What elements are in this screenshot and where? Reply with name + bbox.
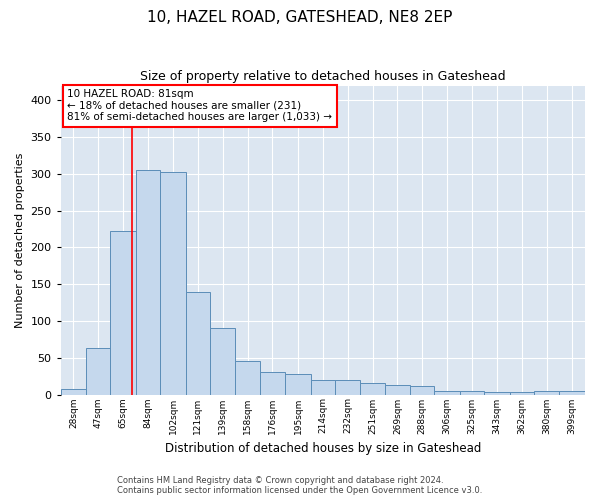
Title: Size of property relative to detached houses in Gateshead: Size of property relative to detached ho… <box>140 70 506 83</box>
Bar <box>484 392 510 394</box>
Text: 10 HAZEL ROAD: 81sqm
← 18% of detached houses are smaller (231)
81% of semi-deta: 10 HAZEL ROAD: 81sqm ← 18% of detached h… <box>67 89 332 122</box>
Bar <box>410 386 434 394</box>
Text: 10, HAZEL ROAD, GATESHEAD, NE8 2EP: 10, HAZEL ROAD, GATESHEAD, NE8 2EP <box>148 10 452 25</box>
Bar <box>434 391 460 394</box>
Bar <box>335 380 361 394</box>
Bar <box>110 231 136 394</box>
Bar <box>534 391 559 394</box>
Bar <box>235 360 260 394</box>
Bar <box>460 391 484 394</box>
Bar <box>160 172 186 394</box>
Text: Contains HM Land Registry data © Crown copyright and database right 2024.
Contai: Contains HM Land Registry data © Crown c… <box>118 476 482 495</box>
Bar <box>61 388 86 394</box>
Bar <box>361 384 385 394</box>
X-axis label: Distribution of detached houses by size in Gateshead: Distribution of detached houses by size … <box>164 442 481 455</box>
Y-axis label: Number of detached properties: Number of detached properties <box>15 152 25 328</box>
Bar <box>210 328 235 394</box>
Bar <box>510 392 534 394</box>
Bar <box>285 374 311 394</box>
Bar <box>559 391 585 394</box>
Bar <box>186 292 210 395</box>
Bar <box>311 380 335 394</box>
Bar <box>260 372 285 394</box>
Bar <box>136 170 160 394</box>
Bar <box>385 385 410 394</box>
Bar <box>86 348 110 395</box>
